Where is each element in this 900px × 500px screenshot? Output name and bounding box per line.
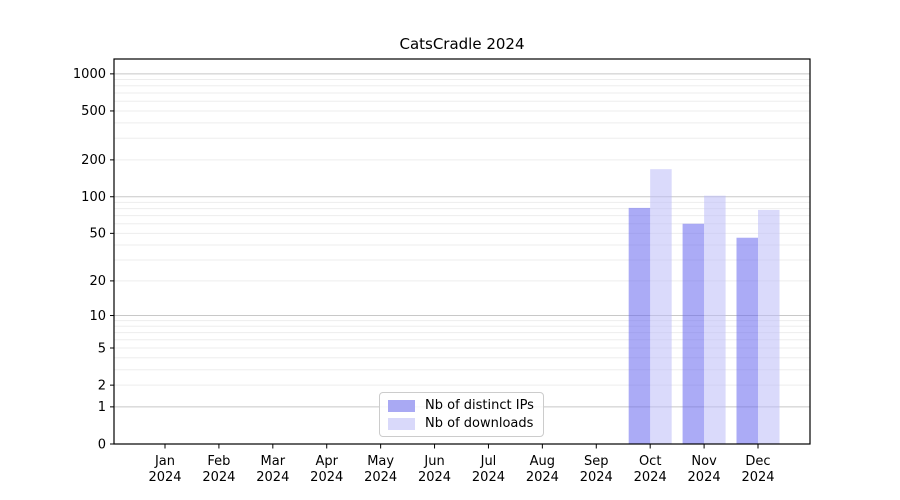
y-tick-label: 200 — [81, 153, 106, 168]
legend-swatch-downloads — [388, 417, 415, 430]
bar-nb-of-downloads-dec — [758, 209, 780, 444]
x-tick-label: May 2024 — [364, 454, 397, 485]
y-tick-label: 100 — [81, 190, 106, 205]
x-tick-label: Nov 2024 — [688, 454, 721, 485]
y-tick-label: 20 — [89, 274, 106, 289]
x-tick-label: Aug 2024 — [526, 454, 559, 485]
x-tick-label: Jul 2024 — [472, 454, 505, 485]
y-tick-label: 1000 — [73, 67, 106, 82]
y-tick-label: 50 — [89, 227, 106, 242]
legend-label: Nb of distinct IPs — [425, 398, 534, 413]
x-tick-label: Jun 2024 — [418, 454, 451, 485]
bar-nb-of-downloads-oct — [650, 169, 672, 445]
x-tick-label: Apr 2024 — [310, 454, 343, 485]
legend-item-downloads: Nb of downloads — [388, 416, 535, 431]
legend-item-distinct-ips: Nb of distinct IPs — [388, 398, 535, 413]
x-tick-label: Sep 2024 — [580, 454, 613, 485]
plot-border — [113, 58, 811, 445]
y-tick-label: 1 — [98, 400, 106, 415]
x-tick-label: Mar 2024 — [256, 454, 289, 485]
y-tick-label: 2 — [98, 378, 106, 393]
y-tick-label: 5 — [98, 341, 106, 356]
y-tick-label: 0 — [98, 437, 106, 452]
x-tick-label: Dec 2024 — [741, 454, 774, 485]
legend-label: Nb of downloads — [425, 416, 534, 431]
y-tick-label: 500 — [81, 104, 106, 119]
chart-title: CatsCradle 2024 — [399, 35, 525, 53]
x-tick-label: Oct 2024 — [634, 454, 667, 485]
x-tick-label: Jan 2024 — [148, 454, 181, 485]
bar-nb-of-distinct-ips-oct — [628, 207, 651, 444]
bar-nb-of-downloads-nov — [704, 195, 726, 444]
y-tick-label: 10 — [89, 309, 106, 324]
x-tick-label: Feb 2024 — [202, 454, 235, 485]
bar-nb-of-distinct-ips-nov — [682, 223, 705, 444]
legend-swatch-distinct-ips — [388, 399, 415, 412]
legend: Nb of distinct IPs Nb of downloads — [379, 392, 544, 437]
bar-nb-of-distinct-ips-dec — [736, 237, 758, 444]
